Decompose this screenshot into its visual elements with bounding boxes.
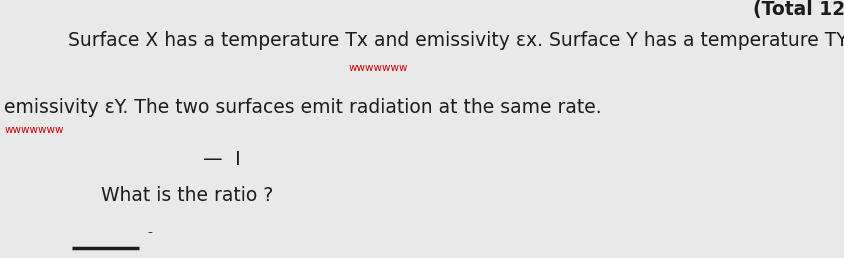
Text: (Total 12: (Total 12 xyxy=(752,0,844,19)
Text: —  I: — I xyxy=(203,150,241,169)
Text: –: – xyxy=(148,227,153,237)
Text: wwwwwww: wwwwwww xyxy=(349,63,408,73)
Text: emissivity εY. The two surfaces emit radiation at the same rate.: emissivity εY. The two surfaces emit rad… xyxy=(4,98,601,117)
Text: Surface X has a temperature Τx and emissivity εx. Surface Y has a temperature ΤY: Surface X has a temperature Τx and emiss… xyxy=(68,31,844,50)
Text: What is the ratio ?: What is the ratio ? xyxy=(101,186,273,205)
Text: wwwwwww: wwwwwww xyxy=(4,125,63,135)
